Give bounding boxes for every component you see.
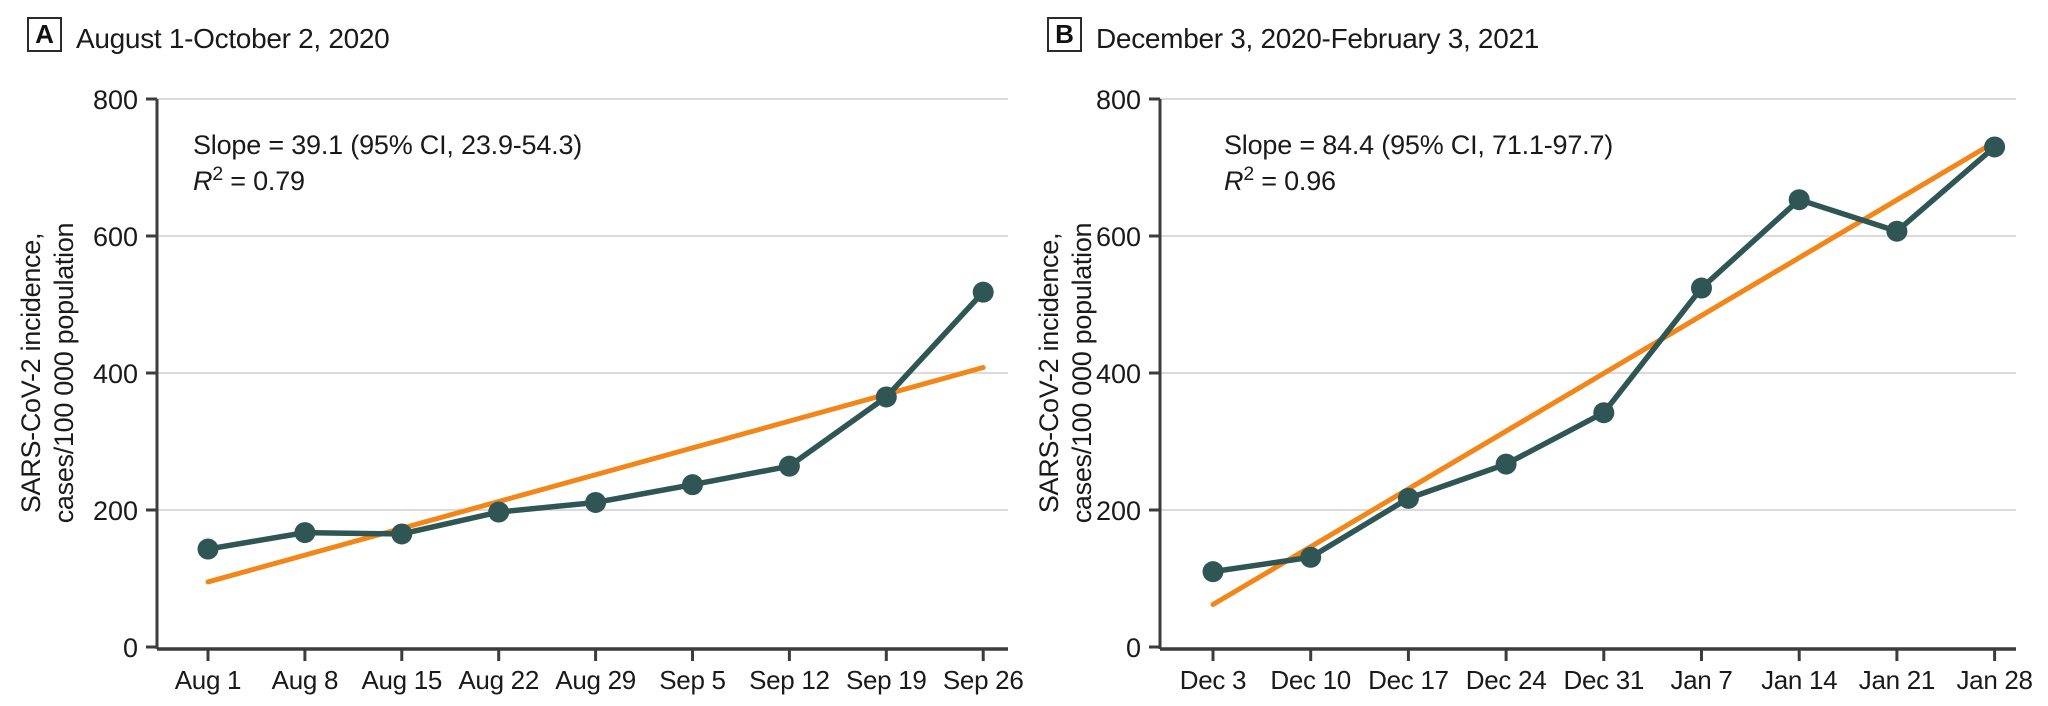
annotation-a: Slope = 39.1 (95% CI, 23.9-54.3) R2 = 0.… [193,127,582,199]
x-tick-label: Jan 7 [1670,665,1732,695]
data-point [294,522,316,544]
trend-line [205,365,986,585]
panel-b-title: December 3, 2020-February 3, 2021 [1096,23,1540,54]
x-tick-label: Jan 28 [1956,665,2032,695]
slope-text-b: Slope = 84.4 (95% CI, 71.1-97.7) [1224,130,1614,160]
data-point [1984,136,2006,158]
y-tick-label: 800 [1096,85,1141,115]
x-tick-label: Aug 1 [175,665,241,695]
panel-b: B December 3, 2020-February 3, 2021 SARS… [1024,0,2048,706]
panel-b-label: B [1047,17,1082,52]
chart-b: 0 200 400 600 800 Dec 3 Dec 10 Dec 17 Dec 24 Dec … [1096,85,2033,695]
y-tick-label: 400 [1096,359,1141,389]
x-tick-label: Dec 3 [1180,665,1246,695]
data-point [488,501,510,523]
data-point [1788,189,1810,211]
x-tick-label: Aug 8 [272,665,338,695]
panel-a-label: A [27,17,62,52]
r-squared-text-b: R2 = 0.96 [1224,163,1336,196]
y-tick-label: 800 [93,85,138,115]
x-tick-label: Jan 21 [1859,665,1935,695]
x-tick-label: Aug 22 [458,665,539,695]
data-point [1886,220,1908,242]
panel-a-title: August 1-October 2, 2020 [76,23,390,54]
data-point [1691,277,1712,299]
y-tick-label: 600 [1096,222,1141,252]
panel-a: A August 1-October 2, 2020 SARS-CoV-2 in… [16,17,1024,695]
x-tick-label: Aug 29 [555,665,636,695]
data-point [875,386,897,408]
data-point [391,523,413,545]
x-tick-label: Sep 12 [749,665,830,695]
data-point [197,538,219,560]
x-tick-label: Jan 14 [1761,665,1837,695]
y-tick-label: 0 [1126,633,1141,663]
data-point [1495,453,1517,475]
data-point [1397,487,1419,509]
y-tick-label: 600 [93,222,138,252]
x-tick-label: Sep 26 [943,665,1024,695]
y-tick-label: 200 [1096,496,1141,526]
x-tick-label: Dec 17 [1368,665,1449,695]
x-tick-label: Dec 10 [1270,665,1351,695]
data-point [972,281,994,303]
slope-text-a: Slope = 39.1 (95% CI, 23.9-54.3) [193,130,583,160]
y-tick-label: 0 [123,633,138,663]
data-point [585,491,607,513]
data-point [1300,546,1322,568]
y-tick-label: 200 [93,496,138,526]
x-tick-label: Aug 15 [361,665,442,695]
y-tick-label: 400 [93,359,138,389]
chart-a: 0 200 400 600 800 Aug 1 Aug 8 Aug 15 Aug 22 Aug 2… [93,85,1024,695]
annotation-b: Slope = 84.4 (95% CI, 71.1-97.7) R2 = 0.… [1224,127,1613,199]
data-point [1593,402,1615,424]
x-tick-label: Dec 31 [1564,665,1645,695]
x-tick-label: Dec 24 [1466,665,1547,695]
data-point [682,474,703,496]
data-point [778,455,800,477]
data-point [1202,561,1224,583]
x-tick-label: Sep 19 [846,665,927,695]
x-tick-label: Sep 5 [659,665,725,695]
r-squared-text-a: R2 = 0.79 [193,163,305,196]
